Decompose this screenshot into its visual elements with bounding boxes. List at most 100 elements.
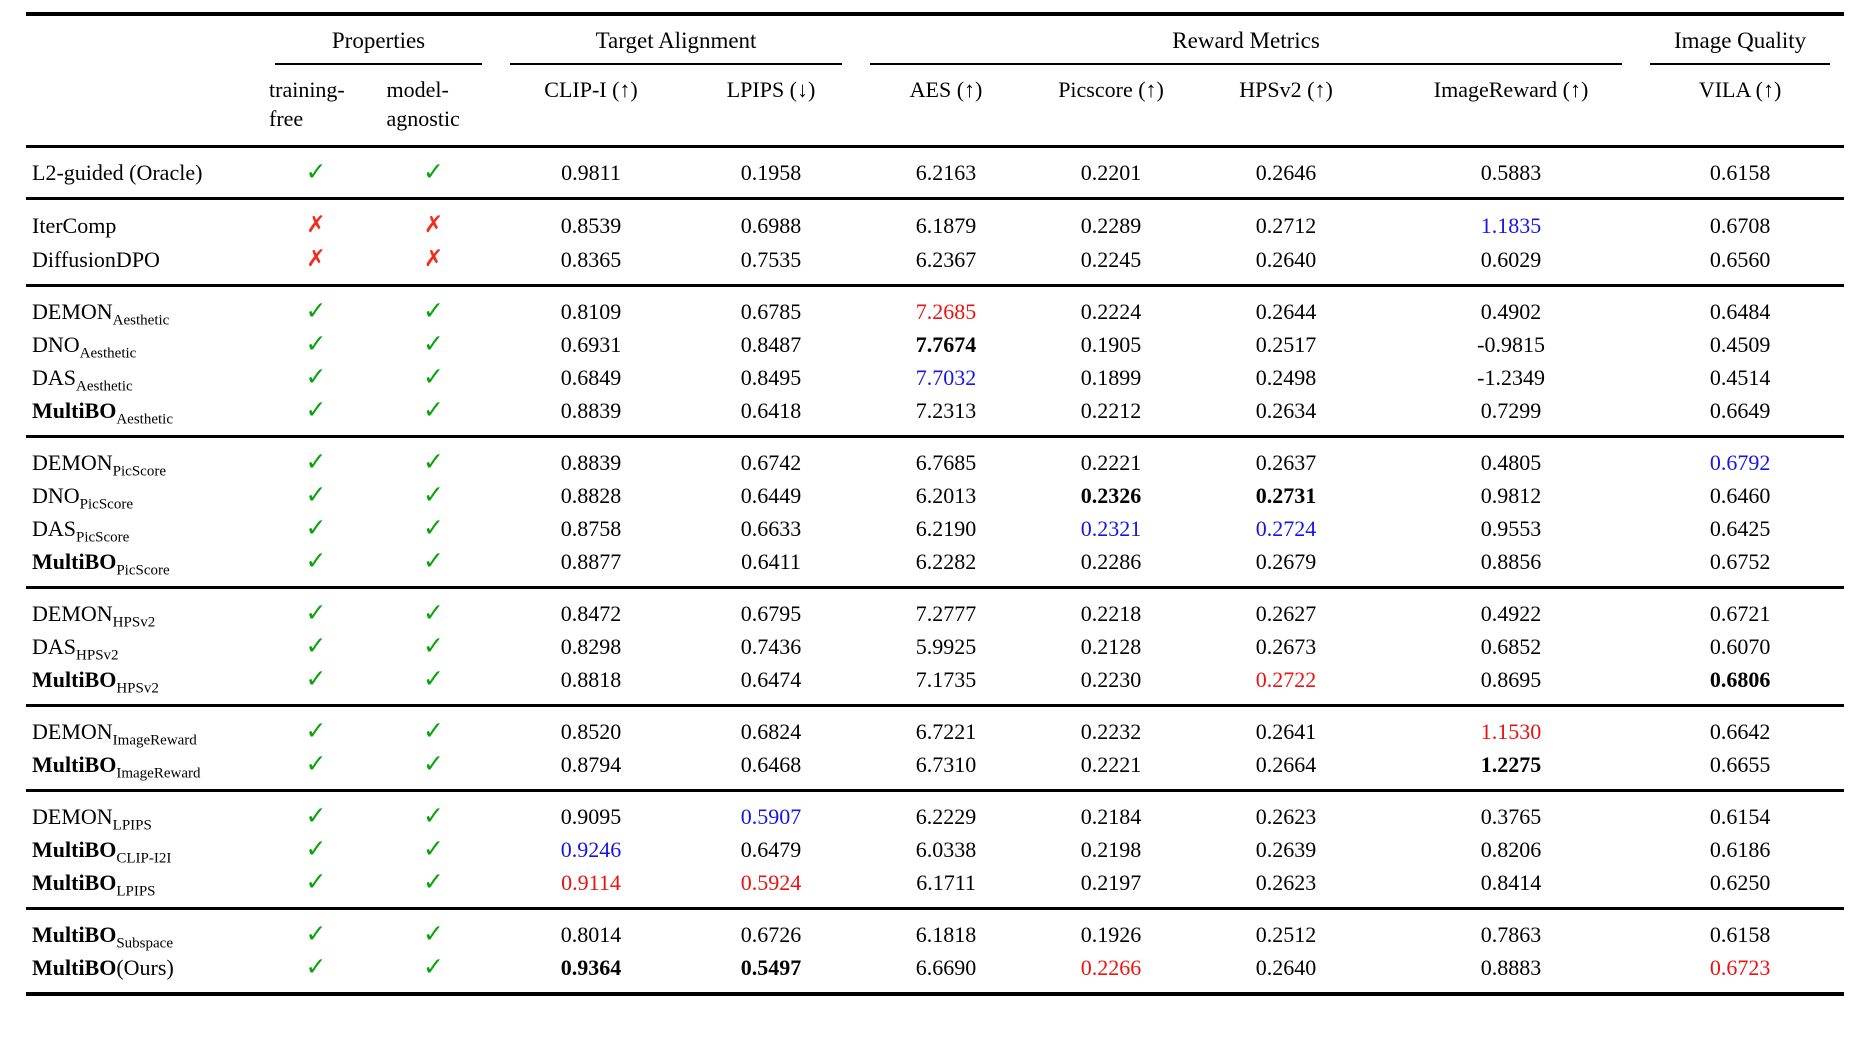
metric-value: 0.6655	[1709, 752, 1771, 777]
table-row: DEMONAesthetic ✓ ✓ 0.8109 0.6785 7.2685 0.2224…	[26, 286, 1844, 329]
header-group-label: Image Quality	[1673, 28, 1807, 53]
metric-value: 1.1530	[1480, 719, 1542, 744]
header-group-underline: Reward Metrics	[870, 28, 1623, 65]
method-subscript: Aesthetic	[116, 411, 173, 428]
metric-value: 6.6690	[915, 955, 977, 980]
method-base-label: MultiBO	[32, 398, 117, 423]
method-base-label: MultiBO	[32, 922, 117, 947]
metric-value: 0.2644	[1255, 299, 1317, 324]
column-header: CLIP-I (↑)	[496, 65, 686, 147]
metric-value: 0.2218	[1080, 601, 1142, 626]
benchmark-results-table: Properties Target Alignment Reward Metrics…	[26, 12, 1845, 996]
check-icon: ✓	[423, 954, 444, 981]
training-free-cell: ✓	[261, 286, 371, 329]
table-row: MultiBOLPIPS ✓ ✓ 0.9114 0.5924 6.1711 0.2197 0.…	[26, 866, 1844, 909]
table-row: DEMONLPIPS ✓ ✓ 0.9095 0.5907 6.2229 0.2184 0.26…	[26, 791, 1844, 834]
method-name: MultiBO(Ours)	[26, 951, 261, 994]
header-group-cell: Reward Metrics	[856, 14, 1636, 65]
metric-value: 6.2229	[915, 804, 977, 829]
metric-value: 0.2232	[1080, 719, 1142, 744]
check-icon: ✓	[305, 666, 327, 693]
check-icon: ✓	[423, 159, 444, 186]
metric-value: 0.8818	[560, 667, 622, 692]
model-agnostic-cell: ✓	[371, 286, 496, 329]
metric-value: 0.6752	[1709, 549, 1771, 574]
metric-value: 0.7535	[740, 246, 802, 272]
method-base-label: MultiBO	[32, 752, 117, 777]
header-group-cell	[26, 14, 261, 65]
metric-value: 0.6721	[1709, 601, 1771, 626]
metric-value: 0.2623	[1255, 804, 1317, 829]
metric-value: 0.4509	[1709, 332, 1771, 357]
metric-value: 0.2637	[1255, 450, 1317, 475]
metric-value: 0.2212	[1080, 398, 1142, 423]
method-subscript: PicScore	[116, 562, 170, 579]
metric-value: 0.6852	[1480, 634, 1542, 659]
metric-value: 0.2639	[1255, 837, 1317, 862]
metric-value: 0.6792	[1709, 450, 1771, 475]
method-group-1: IterComp ✗ ✗ 0.8539 0.6988 6.1879 0.2289 0.2712…	[26, 198, 1845, 286]
method-name: MultiBOImageReward	[26, 748, 261, 791]
metric-value: 7.2313	[915, 398, 977, 423]
metric-value: -1.2349	[1477, 365, 1545, 390]
check-icon: ✓	[305, 548, 327, 575]
cross-icon: ✗	[306, 246, 326, 272]
column-header-label: VILA (↑)	[1698, 77, 1782, 102]
training-free-cell: ✓	[261, 951, 371, 994]
metric-value: 6.7685	[915, 450, 977, 475]
method-name: DEMONHPSv2	[26, 588, 261, 631]
metric-value: 0.8365	[560, 246, 622, 272]
method-name: IterComp	[26, 199, 261, 243]
metric-value: 0.3765	[1480, 804, 1542, 829]
check-icon: ✓	[423, 548, 444, 575]
metric-value: 6.1711	[916, 870, 976, 895]
metric-value: 0.2289	[1080, 212, 1142, 238]
metric-value: 0.6468	[740, 752, 802, 777]
training-free-cell: ✓	[261, 512, 371, 545]
column-header: Picscore (↑)	[1036, 65, 1186, 147]
method-base-label: DEMON	[32, 299, 113, 324]
table-row: DASAesthetic ✓ ✓ 0.6849 0.8495 7.7032 0.1899 0.…	[26, 361, 1844, 394]
metric-value: 6.7221	[915, 719, 977, 744]
method-base-label: DEMON	[32, 804, 113, 829]
method-subscript: HPSv2	[76, 647, 119, 664]
header-group-row: Properties Target Alignment Reward Metrics…	[26, 14, 1844, 65]
column-header-label: training-free	[269, 77, 345, 131]
metric-value: 0.8877	[560, 549, 622, 574]
method-subscript: Aesthetic	[112, 312, 170, 329]
check-icon: ✓	[423, 331, 444, 358]
training-free-cell: ✓	[261, 866, 371, 909]
check-icon: ✓	[305, 803, 327, 830]
metric-value: 0.8472	[560, 601, 622, 626]
method-subscript: HPSv2	[116, 680, 159, 697]
metric-value: 6.0338	[915, 837, 977, 862]
method-name: DEMONPicScore	[26, 437, 261, 480]
method-subscript: Subspace	[116, 935, 173, 952]
method-group-2: DEMONAesthetic ✓ ✓ 0.8109 0.6785 7.2685 0.2224…	[26, 285, 1845, 437]
cross-icon: ✗	[423, 246, 444, 272]
header-group-label: Target Alignment	[595, 28, 757, 53]
method-base-label: MultiBO	[32, 837, 117, 862]
training-free-cell: ✓	[261, 394, 371, 437]
training-free-cell: ✓	[261, 663, 371, 706]
metric-value: 0.2634	[1255, 398, 1317, 423]
method-name: DNOPicScore	[26, 479, 261, 512]
metric-value: 0.6824	[740, 719, 802, 744]
check-icon: ✓	[423, 482, 444, 509]
metric-value: 0.6795	[740, 601, 802, 626]
table-row: DASHPSv2 ✓ ✓ 0.8298 0.7436 5.9925 0.2128 0.2673…	[26, 630, 1844, 663]
check-icon: ✓	[305, 600, 327, 627]
check-icon: ✓	[423, 836, 444, 863]
training-free-cell: ✓	[261, 437, 371, 480]
metric-value: -0.9815	[1477, 332, 1545, 357]
method-subscript: PicScore	[112, 463, 166, 480]
metric-value: 0.6560	[1709, 246, 1771, 272]
model-agnostic-cell: ✓	[371, 833, 496, 866]
method-group-0: L2-guided (Oracle) ✓ ✓ 0.9811 0.1958 6.2163 0.…	[26, 147, 1844, 199]
metric-value: 0.2627	[1255, 601, 1317, 626]
check-icon: ✓	[305, 515, 327, 542]
check-icon: ✓	[423, 633, 444, 660]
table-row: DiffusionDPO ✗ ✗ 0.8365 0.7535 6.2367 0.2245 0.…	[26, 242, 1844, 286]
method-name: MultiBOAesthetic	[26, 394, 261, 437]
metric-value: 0.8487	[740, 332, 802, 357]
